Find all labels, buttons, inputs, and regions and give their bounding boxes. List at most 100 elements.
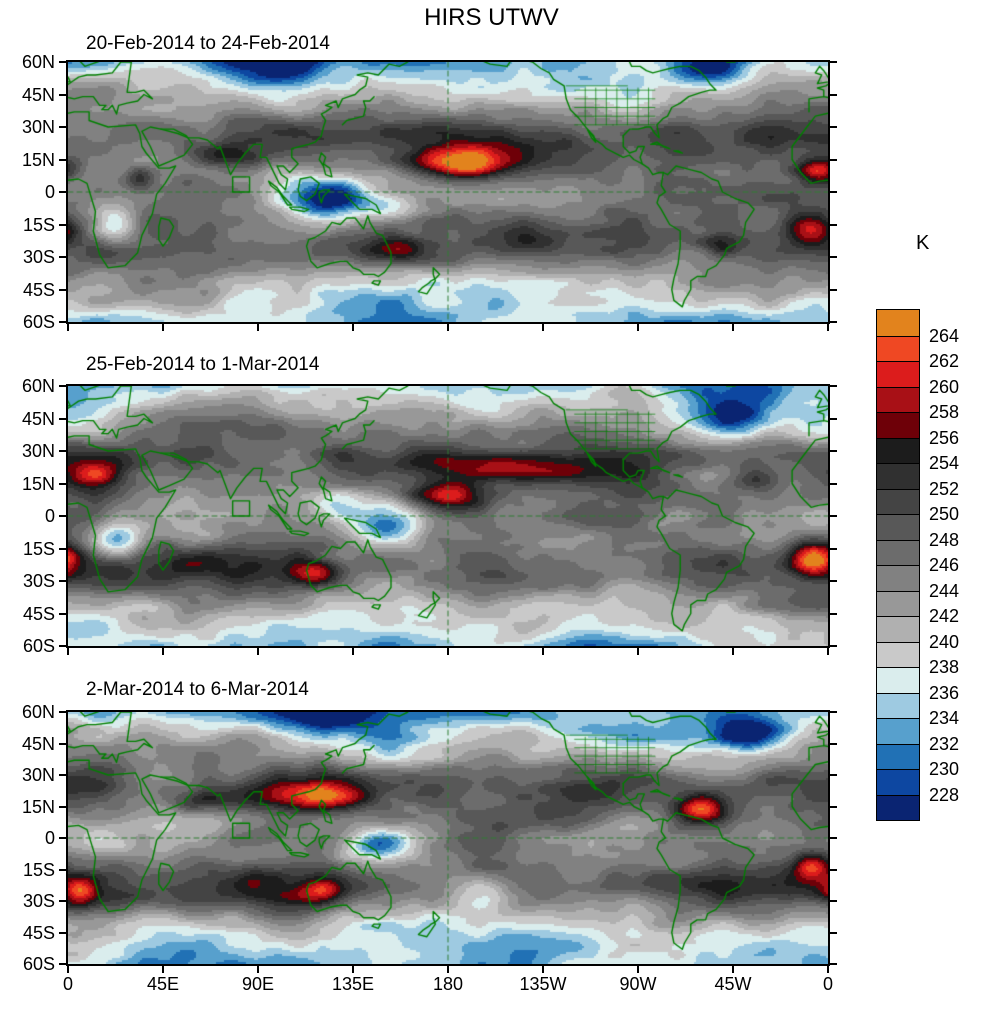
lat-tick (830, 612, 837, 615)
lat-tick (830, 931, 837, 934)
map-panel-1 (66, 60, 830, 324)
lat-tick-label: 15N (21, 473, 55, 494)
lon-tick-label: 0 (62, 974, 73, 994)
lat-tick (830, 321, 837, 323)
lon-tick (542, 648, 544, 655)
colorbar-box (877, 616, 919, 642)
lon-tick (67, 324, 69, 331)
colorbar-box (877, 692, 919, 718)
lat-tick-label: 60N (21, 702, 55, 722)
colorbar-tick-label: 230 (929, 759, 960, 779)
lat-tick-label: 0 (44, 182, 55, 202)
colorbar (876, 309, 920, 821)
lat-tick-label: 30S (22, 891, 55, 911)
map-panel-2 (66, 384, 830, 648)
colorbar-box (877, 590, 919, 616)
lat-tick-label: 30S (22, 247, 55, 267)
lat-tick (59, 482, 66, 485)
colorbar-box (877, 539, 919, 565)
colorbar-tick-label: 246 (929, 555, 960, 575)
lat-tick-label: 15S (22, 859, 55, 880)
lon-tick-label: 180 (432, 974, 464, 994)
lat-tick (59, 256, 66, 258)
lon-tick (447, 648, 449, 655)
lon-tick-label: 90E (241, 974, 275, 994)
lon-tick-label: 135W (519, 974, 567, 994)
lat-tick (830, 515, 837, 517)
lat-tick (830, 645, 837, 647)
lat-tick-label: 45N (21, 84, 55, 105)
lat-tick (830, 868, 837, 871)
colorbar-tick-label: 234 (929, 708, 960, 728)
lat-tick-label: 15S (22, 214, 55, 235)
lon-tick (67, 966, 69, 973)
lat-tick (830, 547, 837, 550)
lat-tick (830, 900, 837, 902)
colorbar-box (877, 718, 919, 744)
lon-tick (257, 966, 259, 973)
lon-tick (162, 966, 164, 973)
colorbar-box (877, 386, 919, 412)
lat-tick (59, 191, 66, 193)
colorbar-box (877, 667, 919, 693)
lat-tick-label: 0 (44, 828, 55, 848)
lat-tick-label: 45S (22, 279, 55, 300)
lon-tick (732, 648, 734, 655)
colorbar-box (877, 463, 919, 489)
lat-tick (830, 774, 837, 776)
lat-tick (830, 837, 837, 839)
lat-tick (59, 805, 66, 808)
lat-tick (830, 385, 837, 387)
lat-tick (59, 645, 66, 647)
lat-tick (830, 126, 837, 128)
lat-tick (59, 580, 66, 582)
colorbar-box (877, 565, 919, 591)
panel-2-title: 25-Feb-2014 to 1-Mar-2014 (86, 354, 320, 375)
lat-tick (830, 93, 837, 96)
colorbar-tick-label: 244 (929, 580, 960, 601)
lon-tick (162, 324, 164, 331)
lat-tick (59, 900, 66, 902)
colorbar-tick-label: 258 (929, 402, 960, 422)
lon-tick (637, 648, 639, 655)
colorbar-box (877, 361, 919, 387)
lat-tick (59, 288, 66, 291)
lon-tick-label: 90W (619, 974, 657, 994)
colorbar-tick-label: 238 (929, 657, 960, 677)
lon-tick-label: 45W (714, 974, 752, 994)
colorbar-tick-label: 240 (929, 631, 960, 652)
lat-tick (830, 256, 837, 258)
lon-tick (352, 648, 354, 655)
lon-tick (827, 966, 829, 973)
lon-tick (542, 324, 544, 331)
lat-tick (59, 158, 66, 161)
colorbar-tick-label: 236 (929, 682, 960, 703)
map-panel-2-canvas (68, 386, 828, 646)
colorbar-box (877, 794, 919, 820)
lat-tick (59, 868, 66, 871)
lon-tick (827, 648, 829, 655)
lat-tick (830, 580, 837, 582)
colorbar-tick-label: 260 (929, 376, 960, 397)
colorbar-box (877, 641, 919, 667)
colorbar-box (877, 743, 919, 769)
lon-tick (637, 966, 639, 973)
lat-tick-label: 60N (21, 376, 55, 396)
panel-1-title: 20-Feb-2014 to 24-Feb-2014 (86, 33, 330, 54)
lat-tick (59, 774, 66, 776)
lat-tick (59, 931, 66, 934)
figure-title: HIRS UTWV (424, 4, 559, 31)
map-panel-1-canvas (68, 62, 828, 322)
colorbar-tick-label: 252 (929, 478, 960, 499)
lon-tick (732, 324, 734, 331)
lat-tick (59, 837, 66, 839)
colorbar-box (877, 769, 919, 795)
lat-tick (830, 191, 837, 193)
map-panel-3-canvas (68, 712, 828, 964)
lat-tick-label: 15S (22, 538, 55, 559)
lon-tick (352, 324, 354, 331)
colorbar-box (877, 488, 919, 514)
lat-tick-label: 60S (22, 312, 55, 332)
panel-3-title: 2-Mar-2014 to 6-Mar-2014 (86, 679, 309, 700)
